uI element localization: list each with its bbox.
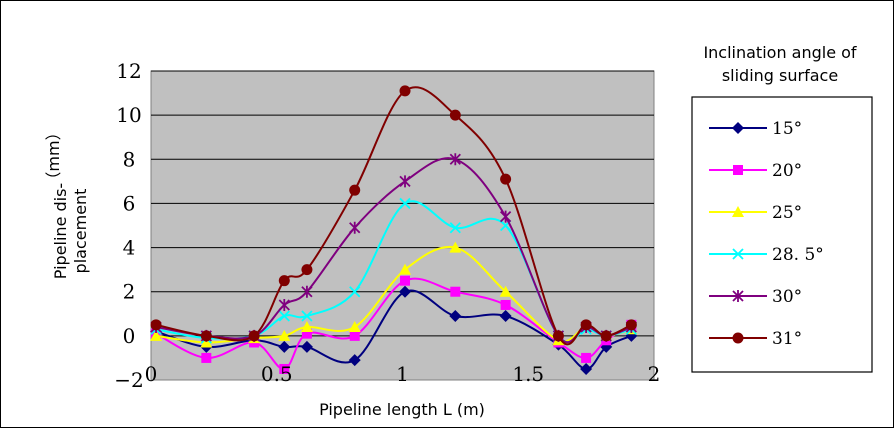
legend-title-line-2: sliding surface bbox=[722, 66, 838, 85]
data-point bbox=[399, 263, 412, 275]
data-point bbox=[581, 352, 592, 363]
y-tick-label: 6 bbox=[123, 191, 136, 215]
data-point bbox=[150, 329, 163, 341]
data-point bbox=[580, 362, 593, 375]
data-point bbox=[399, 285, 412, 298]
series-5 bbox=[150, 85, 637, 346]
data-point bbox=[301, 328, 312, 339]
data-point bbox=[499, 285, 512, 297]
legend-label: 15° bbox=[772, 119, 802, 139]
data-point bbox=[399, 85, 411, 97]
legend-title-line-1: Inclination angle of bbox=[703, 43, 856, 62]
data-point bbox=[450, 286, 461, 297]
data-point bbox=[200, 336, 213, 348]
data-point bbox=[150, 319, 162, 331]
data-point bbox=[449, 309, 462, 322]
data-point bbox=[348, 354, 361, 367]
y-tick-label: 10 bbox=[116, 103, 141, 127]
data-point bbox=[278, 340, 291, 353]
data-point bbox=[300, 340, 313, 353]
data-point bbox=[580, 319, 592, 331]
x-tick-label: 0.5 bbox=[261, 362, 293, 386]
data-point bbox=[500, 299, 511, 310]
legend-label: 25° bbox=[772, 203, 802, 223]
y-tick-label: 4 bbox=[123, 236, 136, 260]
data-point bbox=[400, 275, 411, 286]
legend-label: 31° bbox=[772, 329, 802, 349]
data-point bbox=[349, 286, 361, 298]
data-point bbox=[278, 310, 290, 322]
data-point bbox=[500, 173, 512, 185]
y-axis-unit: （mm） bbox=[44, 124, 63, 187]
legend: 15° 20° 25° 28. 5° 30° 31° bbox=[709, 119, 824, 349]
data-point bbox=[349, 330, 360, 341]
y-tick-label: −2 bbox=[114, 368, 143, 392]
legend-label: 30° bbox=[772, 287, 802, 307]
legend-marker bbox=[732, 122, 744, 134]
legend-entry: 20° bbox=[709, 161, 802, 181]
y-axis-label-line-2: placement bbox=[71, 189, 90, 274]
x-tick-label: 2 bbox=[648, 362, 661, 386]
legend-marker bbox=[732, 290, 744, 302]
data-point bbox=[499, 309, 512, 322]
data-point bbox=[499, 210, 512, 223]
legend-marker bbox=[732, 206, 744, 217]
data-point bbox=[449, 109, 461, 121]
y-tick-label: 2 bbox=[123, 280, 136, 304]
legend-marker bbox=[732, 332, 744, 344]
data-point bbox=[449, 153, 461, 166]
legend-entry: 25° bbox=[709, 203, 802, 223]
data-point bbox=[279, 363, 290, 374]
data-point bbox=[278, 298, 290, 311]
y-tick-label: 0 bbox=[123, 324, 136, 348]
legend-label: 28. 5° bbox=[772, 245, 824, 265]
legend-entry: 28. 5° bbox=[709, 245, 824, 265]
data-point bbox=[301, 264, 313, 276]
legend-box bbox=[691, 96, 873, 373]
legend-entry: 15° bbox=[709, 119, 802, 139]
data-point bbox=[349, 221, 361, 234]
data-point bbox=[449, 241, 462, 253]
x-tick-label: 1.5 bbox=[512, 362, 544, 386]
data-point bbox=[399, 197, 411, 210]
legend-entry: 31° bbox=[709, 329, 802, 349]
data-point bbox=[349, 184, 361, 196]
data-point bbox=[278, 329, 291, 341]
gridlines bbox=[151, 70, 654, 337]
y-axis-unit-group: （mm） bbox=[44, 124, 63, 187]
data-point bbox=[625, 319, 637, 331]
data-point bbox=[449, 222, 461, 234]
legend-entry: 30° bbox=[709, 287, 802, 307]
x-tick-label: 1 bbox=[396, 362, 409, 386]
data-point bbox=[301, 285, 313, 298]
legend-marker bbox=[732, 248, 744, 260]
y-axis-label-line-1: Pipeline dis- bbox=[51, 183, 70, 279]
y-axis-label-group: Pipeline dis- placement bbox=[51, 183, 90, 279]
data-point bbox=[552, 330, 564, 342]
data-point bbox=[348, 321, 361, 333]
data-point bbox=[248, 330, 260, 342]
plot-area bbox=[150, 70, 655, 381]
legend-label: 20° bbox=[772, 161, 802, 181]
data-point bbox=[200, 330, 212, 342]
series-layer bbox=[150, 85, 638, 375]
data-point bbox=[301, 310, 313, 322]
data-point bbox=[278, 275, 290, 287]
x-tick-label: 0 bbox=[145, 362, 158, 386]
legend-marker bbox=[733, 165, 743, 175]
data-point bbox=[399, 175, 411, 188]
x-axis-label: Pipeline length L (m) bbox=[319, 400, 485, 419]
y-tick-label: 8 bbox=[123, 147, 136, 171]
data-point bbox=[201, 352, 212, 363]
data-point bbox=[600, 330, 612, 342]
data-point bbox=[300, 321, 313, 333]
y-tick-label: 12 bbox=[116, 59, 141, 83]
